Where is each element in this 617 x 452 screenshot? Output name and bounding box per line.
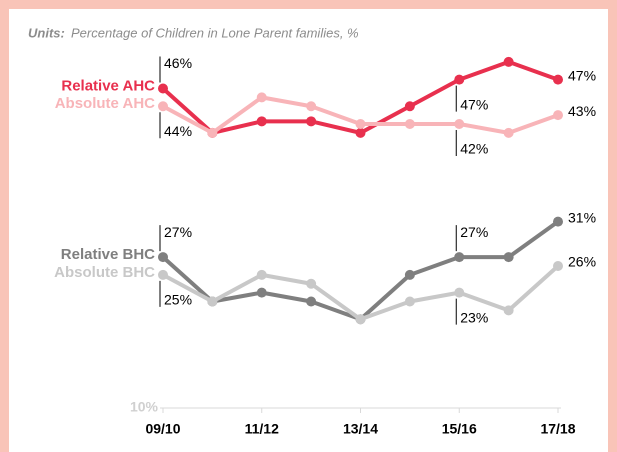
data-point [404,269,415,280]
data-point [454,74,465,85]
data-point [404,296,415,307]
legend-label: Absolute AHC [55,95,155,112]
data-point [306,116,317,127]
data-label: 31% [568,209,596,225]
data-point [158,252,168,263]
data-point [256,116,267,127]
data-point [158,83,168,94]
data-point [306,101,317,112]
data-label: 26% [568,254,596,270]
data-label: 47% [460,96,488,112]
data-point [207,127,218,138]
legend-label: Absolute BHC [54,264,155,281]
x-tick-label: 11/12 [245,421,279,437]
data-point [207,296,218,307]
data-point [454,119,465,129]
data-point [553,261,563,271]
data-label: 43% [568,103,596,119]
data-label: 25% [164,292,192,308]
data-label: 46% [164,55,192,71]
data-point [158,101,168,112]
data-point [355,314,366,325]
legend-label: Relative BHC [61,246,155,263]
data-point [256,269,267,280]
data-label: 47% [568,67,596,83]
data-point [503,56,514,67]
data-label: 23% [460,309,488,325]
data-point [553,74,563,85]
data-point [158,269,168,280]
x-tick-label: 13/14 [343,421,378,437]
data-label: 27% [164,224,192,240]
data-label: 44% [164,123,192,139]
data-point [503,127,514,138]
data-label: 27% [460,224,488,240]
data-label: 42% [460,141,488,157]
data-point [553,110,563,121]
data-point [454,252,465,263]
data-point [355,127,366,138]
x-tick-label: 15/16 [442,421,477,437]
data-point [256,287,267,298]
data-point [404,101,415,112]
data-point [454,287,465,298]
data-point [503,305,514,316]
data-point [355,119,366,129]
data-point [503,252,514,263]
x-tick-label: 17/18 [540,421,575,437]
data-point [256,92,267,103]
legend-label: Relative AHC [61,77,155,94]
data-point [306,296,317,307]
panel [9,9,608,452]
y-tick-label: 10% [130,399,159,415]
data-point [553,216,563,227]
data-point [306,278,317,289]
x-tick-label: 09/10 [145,421,180,437]
data-point [404,119,415,129]
subtitle: Percentage of Children in Lone Parent fa… [71,25,359,40]
units-label: Units: [28,25,65,40]
